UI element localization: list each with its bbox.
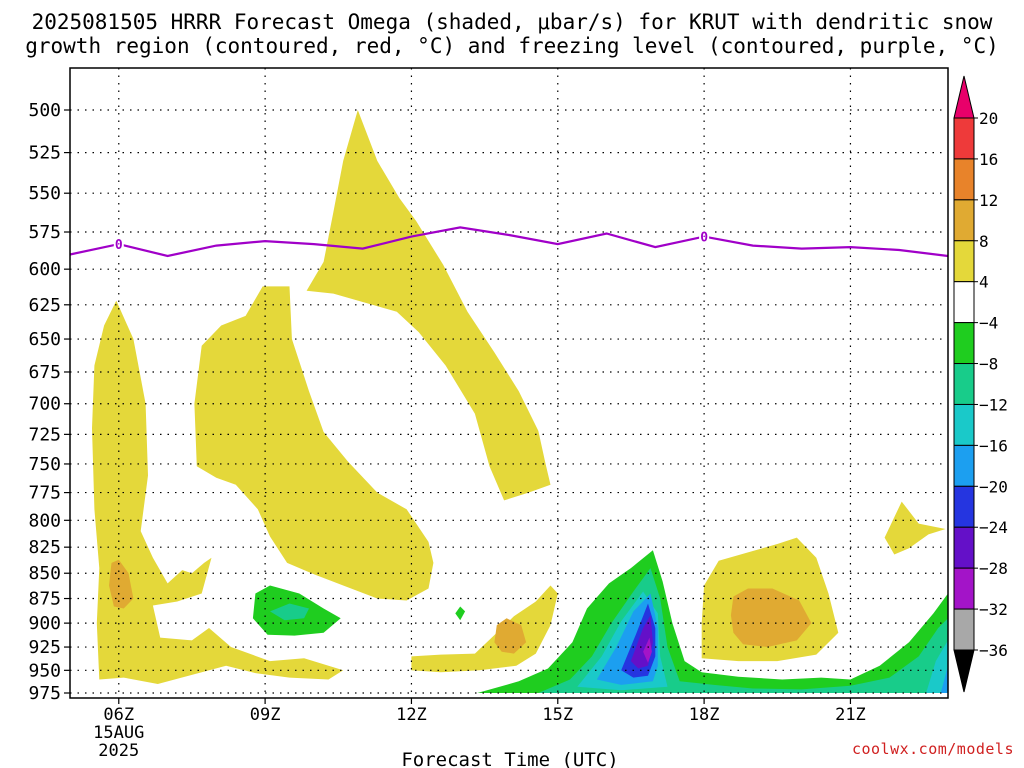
freezing-level-label-0: 0	[115, 238, 123, 253]
x-tick-sublabel-0: 15AUG	[93, 723, 144, 743]
y-tick-label-725: 725	[28, 424, 61, 445]
x-tick-label-21Z: 21Z	[835, 705, 866, 725]
colorbar-bin-1	[953, 158, 975, 201]
colorbar-bin-11	[953, 567, 975, 610]
omega-region-downward-28-32-20	[643, 637, 652, 663]
colorbar-bin-10	[953, 526, 975, 569]
colorbar-label-9: −20	[979, 477, 1008, 496]
y-tick-label-775: 775	[28, 483, 61, 504]
y-tick-label-800: 800	[28, 510, 61, 531]
y-tick-label-600: 600	[28, 259, 61, 280]
colorbar-bin-9	[953, 485, 975, 528]
colorbar-label-13: −36	[979, 641, 1008, 660]
grid-layer	[70, 68, 948, 698]
colorbar-bin-0	[953, 117, 975, 160]
y-tick-label-900: 900	[28, 613, 61, 634]
freezing-level-line	[69, 226, 949, 258]
colorbar-label-5: −4	[979, 314, 998, 333]
colorbar-bin-5	[953, 322, 975, 365]
colorbar-label-6: −8	[979, 355, 998, 374]
y-tick-label-700: 700	[28, 394, 61, 415]
omega-region-upward-8-12-8	[730, 588, 812, 647]
colorbar-bin-12	[953, 608, 975, 651]
omega-region-upward-4-8-3	[411, 585, 558, 673]
colorbar-under-arrow	[953, 649, 975, 693]
colorbar: 20 16 12 8 4 −4 −8 −12 −16 −20 −24 −28 −32 −36	[953, 75, 1008, 693]
colorbar-bin-6	[953, 363, 975, 405]
colorbar-label-1: 16	[979, 150, 998, 169]
colorbar-over-arrow	[953, 75, 975, 119]
colorbar-label-8: −16	[979, 436, 1008, 455]
y-tick-label-750: 750	[28, 454, 61, 475]
freezing-level-layer: 00	[69, 226, 949, 258]
chart-title-line2: growth region (contoured, red, °C) and f…	[25, 34, 999, 58]
x-tick-label-12Z: 12Z	[396, 705, 427, 725]
colorbar-bin-2	[953, 199, 975, 242]
omega-region-upward-4-8-1	[194, 286, 434, 601]
x-tick-label-18Z: 18Z	[689, 705, 720, 725]
colorbar-bin-3	[953, 240, 975, 283]
omega-region-downward-4-8-10	[455, 606, 466, 621]
colorbar-label-10: −24	[979, 518, 1008, 537]
omega-shading-layer	[92, 110, 948, 693]
colorbar-bin-8	[953, 444, 975, 487]
y-tick-label-675: 675	[28, 362, 61, 383]
y-tick-label-925: 925	[28, 637, 61, 658]
watermark: coolwx.com/models	[851, 740, 1014, 758]
x-tick-label-06Z: 06Z	[103, 705, 134, 725]
y-tick-label-500: 500	[28, 100, 61, 121]
omega-region-upward-4-8-0	[92, 300, 344, 684]
axes-layer: 500 525 550 575 600 625 650 675 700 725 750 775 800 8…	[28, 67, 949, 761]
colorbar-label-12: −32	[979, 600, 1008, 619]
freezing-level-label-1: 0	[700, 231, 708, 246]
colorbar-label-11: −28	[979, 559, 1008, 578]
freezing-label-bg-1	[699, 229, 710, 244]
y-tick-label-950: 950	[28, 660, 61, 681]
y-tick-label-575: 575	[28, 222, 61, 243]
omega-region-downward-8-12-12	[270, 603, 309, 621]
y-tick-label-825: 825	[28, 537, 61, 558]
y-tick-label-975: 975	[28, 683, 61, 704]
omega-region-downward-16-20-17	[940, 665, 948, 693]
x-tick-label-09Z: 09Z	[250, 705, 281, 725]
y-tick-label-550: 550	[28, 183, 61, 204]
y-tick-label-625: 625	[28, 295, 61, 316]
plot-frame	[69, 67, 949, 699]
chart-title-line1: 2025081505 HRRR Forecast Omega (shaded, …	[31, 10, 993, 34]
colorbar-label-2: 12	[979, 191, 998, 210]
y-tick-label-850: 850	[28, 563, 61, 584]
omega-region-upward-4-8-2	[306, 110, 551, 501]
y-tick-label-875: 875	[28, 589, 61, 610]
colorbar-bin-7	[953, 403, 975, 446]
y-tick-label-525: 525	[28, 143, 61, 164]
y-tick-label-650: 650	[28, 329, 61, 350]
x-tick-label-15Z: 15Z	[542, 705, 573, 725]
omega-region-upward-4-8-5	[884, 501, 946, 555]
colorbar-bin-4	[953, 281, 975, 324]
omega-region-downward-12-16-15	[926, 640, 948, 693]
x-axis-label: Forecast Time (UTC)	[401, 749, 618, 768]
colorbar-label-3: 8	[979, 232, 989, 251]
omega-region-upward-8-12-7	[494, 618, 527, 654]
colorbar-label-0: 20	[979, 109, 998, 128]
omega-region-upward-8-12-6	[109, 559, 134, 609]
freezing-label-bg-0	[113, 237, 124, 252]
colorbar-label-4: 4	[979, 273, 989, 292]
colorbar-label-7: −12	[979, 395, 1008, 414]
x-tick-sublabel-1: 2025	[98, 741, 139, 761]
